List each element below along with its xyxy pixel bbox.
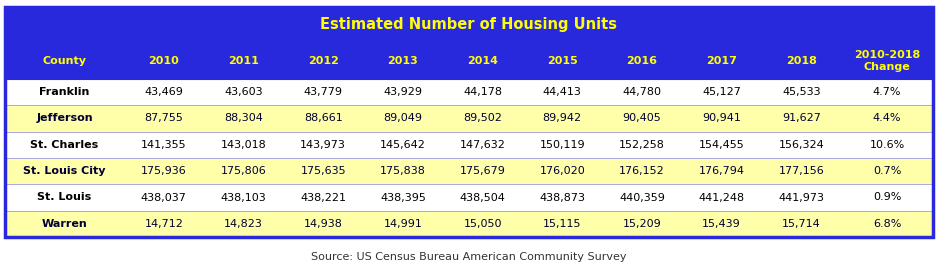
Text: 14,712: 14,712 [144,219,183,229]
Text: Jefferson: Jefferson [37,113,93,124]
Bar [5,211,933,237]
Text: 43,779: 43,779 [304,87,342,97]
Text: 438,037: 438,037 [141,193,187,202]
Text: 87,755: 87,755 [144,113,183,124]
Text: 2016: 2016 [627,56,658,66]
Text: 89,942: 89,942 [543,113,582,124]
Text: 438,103: 438,103 [220,193,266,202]
Text: 438,873: 438,873 [539,193,585,202]
Bar [5,43,933,79]
Text: 88,661: 88,661 [304,113,342,124]
Text: 2013: 2013 [387,56,418,66]
Text: 0.9%: 0.9% [873,193,901,202]
Text: 176,152: 176,152 [619,166,665,176]
Text: St. Louis City: St. Louis City [23,166,106,176]
Bar [5,7,933,237]
Text: 15,209: 15,209 [623,219,661,229]
Text: 15,714: 15,714 [782,219,821,229]
Text: 150,119: 150,119 [539,140,585,150]
Bar [5,158,933,184]
Text: 2014: 2014 [467,56,498,66]
Text: 10.6%: 10.6% [870,140,905,150]
Text: 440,359: 440,359 [619,193,665,202]
Text: 154,455: 154,455 [699,140,745,150]
Text: 175,635: 175,635 [300,166,346,176]
Text: 143,973: 143,973 [300,140,346,150]
Text: St. Louis: St. Louis [38,193,92,202]
Text: 2010-2018
Change: 2010-2018 Change [854,50,920,72]
Text: 141,355: 141,355 [141,140,187,150]
Text: 90,941: 90,941 [703,113,741,124]
Text: St. Charles: St. Charles [30,140,98,150]
Text: 43,929: 43,929 [384,87,422,97]
Text: 43,469: 43,469 [144,87,183,97]
Text: 14,823: 14,823 [224,219,263,229]
Text: 45,533: 45,533 [782,87,821,97]
Text: 14,938: 14,938 [304,219,342,229]
Text: 0.7%: 0.7% [873,166,901,176]
Text: 147,632: 147,632 [460,140,506,150]
Text: 45,127: 45,127 [703,87,741,97]
Text: 89,049: 89,049 [384,113,422,124]
Text: 438,504: 438,504 [460,193,506,202]
Text: 44,413: 44,413 [543,87,582,97]
Text: 175,838: 175,838 [380,166,426,176]
Text: 2012: 2012 [308,56,339,66]
Bar [5,79,933,105]
Text: 176,794: 176,794 [699,166,745,176]
Bar [5,105,933,132]
Text: 89,502: 89,502 [463,113,502,124]
Text: 441,973: 441,973 [779,193,825,202]
Text: 88,304: 88,304 [224,113,263,124]
Text: 44,178: 44,178 [463,87,502,97]
Text: 175,936: 175,936 [141,166,187,176]
Text: 438,221: 438,221 [300,193,346,202]
Text: 4.7%: 4.7% [873,87,901,97]
Text: 176,020: 176,020 [539,166,585,176]
Text: 15,439: 15,439 [703,219,741,229]
Text: 145,642: 145,642 [380,140,426,150]
Text: 2011: 2011 [228,56,259,66]
Text: 152,258: 152,258 [619,140,665,150]
Text: 177,156: 177,156 [779,166,825,176]
Text: 44,780: 44,780 [623,87,661,97]
Text: 441,248: 441,248 [699,193,745,202]
Text: County: County [42,56,86,66]
Text: Estimated Number of Housing Units: Estimated Number of Housing Units [321,18,617,33]
Text: Franklin: Franklin [39,87,90,97]
Text: 15,050: 15,050 [463,219,502,229]
Text: 438,395: 438,395 [380,193,426,202]
Text: 43,603: 43,603 [224,87,263,97]
Text: 2010: 2010 [148,56,179,66]
Text: 2018: 2018 [786,56,817,66]
Text: 156,324: 156,324 [779,140,825,150]
Bar [5,7,933,43]
Text: 143,018: 143,018 [220,140,266,150]
Bar [5,184,933,211]
Text: Source: US Census Bureau American Community Survey: Source: US Census Bureau American Commun… [311,252,627,262]
Text: 2015: 2015 [547,56,578,66]
Text: 90,405: 90,405 [623,113,661,124]
Text: 6.8%: 6.8% [873,219,901,229]
Bar [5,132,933,158]
Text: 175,806: 175,806 [220,166,266,176]
Text: 91,627: 91,627 [782,113,821,124]
Text: 2017: 2017 [706,56,737,66]
Text: 175,679: 175,679 [460,166,506,176]
Text: 4.4%: 4.4% [873,113,901,124]
Text: 15,115: 15,115 [543,219,582,229]
Text: Warren: Warren [41,219,87,229]
Text: 14,991: 14,991 [384,219,422,229]
